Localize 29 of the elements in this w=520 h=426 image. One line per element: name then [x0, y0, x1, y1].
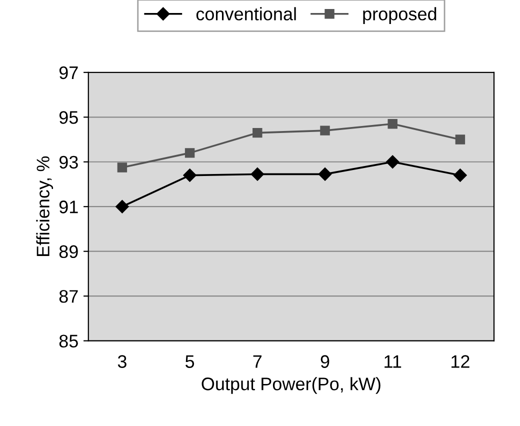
x-tick-label: 5 — [186, 355, 194, 368]
y-tick-label: 87 — [59, 290, 78, 303]
point — [183, 168, 196, 182]
x-tick-label: 3 — [118, 355, 126, 368]
point — [386, 155, 400, 168]
y-tick-label: 97 — [59, 66, 78, 80]
point — [116, 200, 129, 214]
y-tick-label: 95 — [59, 111, 78, 124]
point — [318, 168, 332, 181]
point — [250, 168, 264, 181]
point — [117, 162, 128, 172]
x-tick-label: 9 — [320, 355, 330, 368]
x-tick-label: 7 — [253, 355, 262, 368]
y-tick-label: 91 — [59, 200, 78, 214]
y-axis-title: Efficiency, % — [36, 156, 54, 256]
point — [320, 126, 330, 136]
y-tick-label: 85 — [59, 334, 78, 348]
point — [454, 168, 467, 182]
point — [252, 128, 262, 138]
point — [184, 148, 195, 158]
legend-label: conventional — [196, 7, 296, 20]
point — [388, 119, 398, 129]
x-axis-title: Output Power(Po, kW) — [202, 377, 380, 394]
legend-label: proposed — [363, 7, 436, 24]
y-tick-label: 93 — [59, 156, 78, 169]
x-tick-label: 12 — [452, 355, 470, 368]
y-tick-label: 89 — [59, 245, 78, 258]
point — [455, 134, 466, 144]
x-tick-label: 11 — [384, 355, 402, 368]
